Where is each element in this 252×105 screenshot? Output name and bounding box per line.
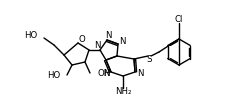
Text: OH: OH	[97, 70, 110, 79]
Text: N: N	[103, 70, 109, 79]
Text: Cl: Cl	[175, 14, 183, 24]
Text: HO: HO	[24, 32, 37, 41]
Text: O: O	[79, 35, 85, 43]
Text: HO: HO	[47, 72, 60, 81]
Text: NH₂: NH₂	[115, 87, 131, 96]
Text: N: N	[94, 41, 100, 51]
Text: N: N	[105, 30, 111, 39]
Text: N: N	[137, 70, 143, 79]
Text: S: S	[146, 56, 152, 64]
Text: N: N	[119, 37, 125, 45]
